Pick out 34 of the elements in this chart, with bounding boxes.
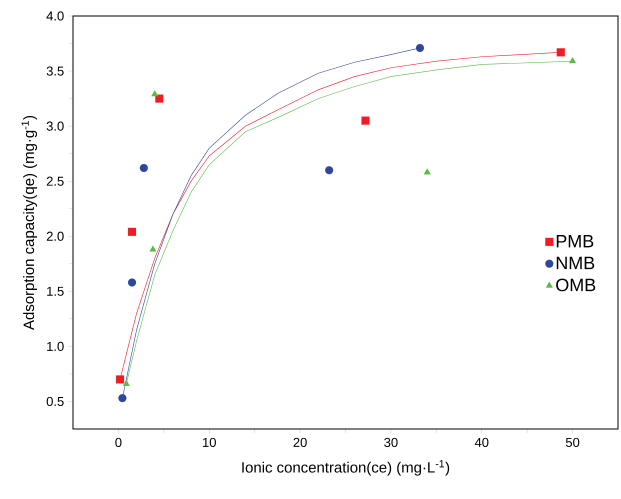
y-tick-label: 3.5 (46, 66, 64, 76)
y-tick-label: 3.0 (46, 122, 64, 131)
point (416, 44, 424, 52)
point (569, 57, 576, 64)
legend-label: OMB (556, 278, 596, 292)
point (116, 375, 124, 384)
y-tick-label: 4.0 (46, 11, 64, 21)
y-tick-label: 2.0 (46, 232, 64, 241)
point (151, 90, 158, 96)
x-tick-label: 50 (566, 438, 580, 447)
y-tick-label: 1.0 (47, 342, 64, 351)
x-tick-label: 20 (294, 438, 307, 447)
x-axis-title: Ionic concentration(ce) (mg·L$^{-1}$) (242, 460, 450, 476)
point (128, 278, 136, 287)
point (556, 48, 565, 56)
x-tick-label: 0 (115, 438, 122, 447)
y-tick-label: 0.5 (46, 396, 64, 406)
y-axis-title: Adsorption capacity(qe) (mg·g$^{-1}$) (22, 116, 38, 330)
point (128, 228, 136, 236)
x-tick-label: 30 (384, 438, 398, 447)
point (149, 245, 156, 252)
point (424, 168, 431, 174)
point (361, 116, 370, 125)
point (122, 380, 130, 386)
point (118, 394, 126, 402)
y-tick-label: 1.5 (47, 286, 64, 296)
legend-label: PMB (556, 234, 594, 248)
point (155, 94, 164, 103)
x-tick-label: 40 (474, 438, 488, 447)
point (140, 164, 148, 172)
y-tick-label: 2.5 (46, 176, 64, 186)
x-tick-label: 10 (203, 438, 216, 447)
legend-label: NMB (556, 256, 594, 270)
point (325, 166, 334, 174)
